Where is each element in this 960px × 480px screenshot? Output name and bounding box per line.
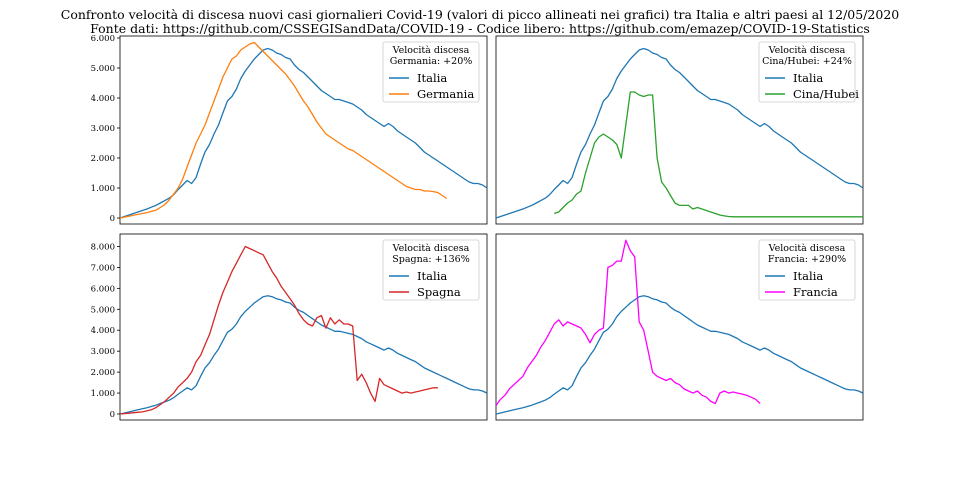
legend-subtitle: Germania: +20% <box>390 56 473 67</box>
y-tick-label: 3.000 <box>91 347 115 357</box>
series-line-italia <box>495 295 864 415</box>
legend-box <box>758 239 856 301</box>
y-tick-label: 6.000 <box>91 284 115 294</box>
chart-title-line-1: Confronto velocità di discesa nuovi casi… <box>60 7 900 22</box>
y-tick-label: 4.000 <box>91 94 115 104</box>
y-tick-label: 0 <box>110 214 115 224</box>
y-tick-label: 4.000 <box>91 326 115 336</box>
series-line-francia <box>495 239 761 406</box>
y-tick-label: 5.000 <box>91 64 115 74</box>
legend-title: Velocità discesa <box>768 243 846 254</box>
legend-entry: Italia <box>417 269 447 283</box>
series-line-italia <box>119 47 488 219</box>
legend-title: Velocità discesa <box>768 45 846 56</box>
legend-entry: Cina/Hubei <box>793 87 859 101</box>
legend-title: Velocità discesa <box>392 243 470 254</box>
series-line-italia <box>495 47 864 219</box>
chart-panel-1: 0 1.000 2.000 3.000 4.000 5.000 6.000 Velocità … <box>91 34 488 225</box>
series-line-italia <box>119 295 488 415</box>
legend-title: Velocità discesa <box>392 45 470 56</box>
chart-title-line-2: Fonte dati: https://github.com/CSSEGISan… <box>90 21 870 36</box>
legend-subtitle: Cina/Hubei: +24% <box>762 56 852 67</box>
legend-subtitle: Spagna: +136% <box>392 254 469 265</box>
y-tick-label: 2.000 <box>91 368 115 378</box>
legend-box <box>382 239 480 301</box>
y-tick-label: 7.000 <box>91 263 115 273</box>
legend-subtitle: Francia: +290% <box>768 254 846 265</box>
y-tick-label: 6.000 <box>91 34 115 44</box>
series-line-cina-hubei <box>553 91 863 218</box>
y-tick-label: 1.000 <box>91 389 115 399</box>
legend-entry: Francia <box>793 285 838 299</box>
chart-panel-3: 0 1.000 2.000 3.000 4.000 5.000 6.000 7.000 8.00… <box>91 233 488 421</box>
y-tick-label: 5.000 <box>91 305 115 315</box>
y-tick-label: 8.000 <box>91 242 115 252</box>
legend-entry: Italia <box>793 71 823 85</box>
y-tick-label: 3.000 <box>91 124 115 134</box>
legend-entry: Spagna <box>417 285 461 299</box>
series-line-spagna <box>119 245 438 415</box>
legend-entry: Italia <box>793 269 823 283</box>
legend-entry: Germania <box>417 87 474 101</box>
series-line-germania <box>119 41 448 219</box>
legend-entry: Italia <box>417 71 447 85</box>
y-tick-label: 1.000 <box>91 184 115 194</box>
legend-box <box>382 41 480 103</box>
legend-box <box>758 41 856 103</box>
y-tick-label: 0 <box>110 410 115 420</box>
y-tick-label: 2.000 <box>91 154 115 164</box>
